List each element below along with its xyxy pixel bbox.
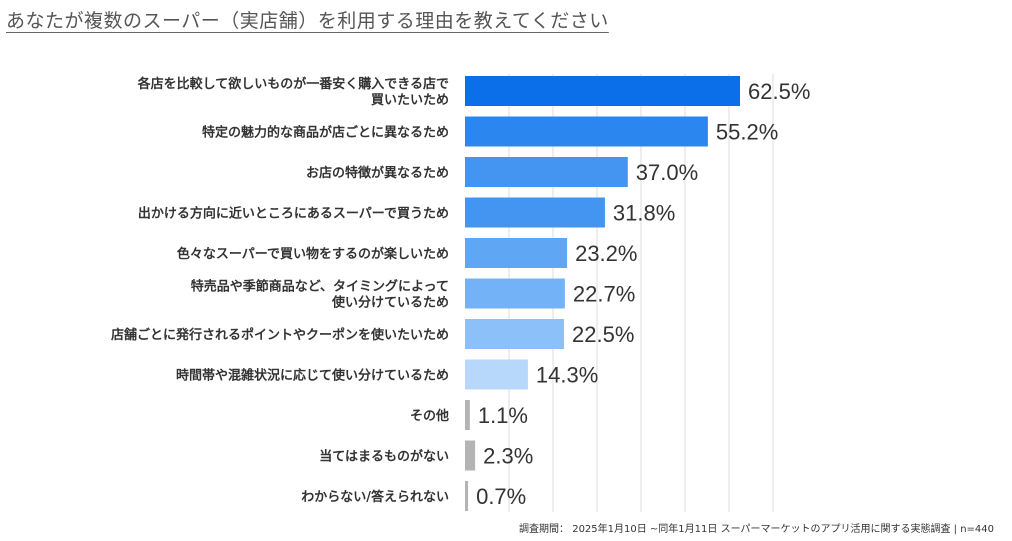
chart-title: あなたが複数のスーパー（実店舗）を利用する理由を教えてください — [6, 10, 609, 32]
category-label: その他 — [410, 408, 449, 424]
bar — [465, 400, 470, 430]
category-label: 各店を比較して欲しいものが一番安く購入できる店で買いたいため — [137, 76, 449, 108]
bar — [465, 157, 628, 187]
bars — [465, 76, 740, 511]
bar — [465, 440, 476, 471]
footnote: 調査期間： 2025年1月10日 ~同年1月11日 スーパーマーケットのアプリ活… — [519, 524, 994, 535]
bar — [465, 238, 568, 268]
value-label: 55.2% — [716, 120, 778, 145]
category-label: 店舗ごとに発行されるポイントやクーポンを使いたいため — [111, 327, 449, 343]
value-label: 0.7% — [476, 484, 526, 509]
value-label: 23.2% — [575, 241, 637, 266]
value-label: 22.7% — [573, 282, 635, 307]
bar — [465, 197, 605, 228]
bar — [465, 319, 564, 349]
category-label: 時間帯や混雑状況に応じて使い分けているため — [176, 368, 449, 384]
category-label: 特売品や季節商品など、タイミングによって使い分けているため — [191, 279, 449, 311]
category-label: お店の特徴が異なるため — [306, 165, 449, 181]
bar — [465, 76, 740, 106]
bar — [465, 359, 528, 390]
value-label: 62.5% — [748, 79, 810, 104]
value-label: 1.1% — [478, 403, 528, 428]
category-label: 特定の魅力的な商品が店ごとに異なるため — [202, 125, 449, 141]
labels: 各店を比較して欲しいものが一番安く購入できる店で買いたいため 62.5% 特定の魅力… — [111, 76, 810, 509]
value-label: 2.3% — [483, 444, 533, 469]
value-label: 37.0% — [636, 160, 698, 185]
category-label: 出かける方向に近いところにあるスーパーで買うため — [138, 206, 449, 222]
bar — [465, 481, 469, 511]
value-label: 14.3% — [536, 363, 598, 388]
category-label: わからない/答えられない — [301, 489, 449, 505]
bar — [465, 278, 565, 309]
category-label: 色々なスーパーで買い物をするのが楽しいため — [177, 246, 449, 262]
value-label: 22.5% — [572, 322, 634, 347]
bar — [465, 116, 708, 147]
value-label: 31.8% — [613, 201, 675, 226]
category-label: 当てはまるものがない — [319, 449, 449, 465]
